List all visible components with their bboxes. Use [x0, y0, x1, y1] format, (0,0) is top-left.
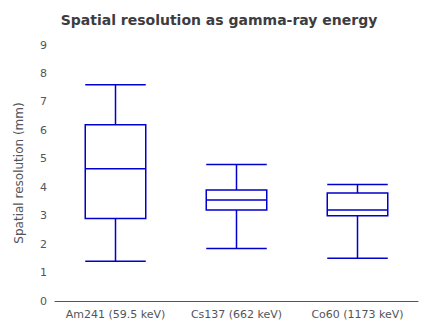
- svg-text:8: 8: [40, 67, 47, 80]
- svg-text:0: 0: [40, 295, 47, 308]
- svg-text:Spatial resolution as gamma-ra: Spatial resolution as gamma-ray energy: [61, 12, 378, 28]
- svg-text:Cs137 (662 keV): Cs137 (662 keV): [191, 308, 282, 321]
- svg-text:3: 3: [40, 209, 47, 222]
- svg-text:Spatial resolution (mm): Spatial resolution (mm): [12, 102, 26, 243]
- svg-text:6: 6: [40, 124, 47, 137]
- svg-text:2: 2: [40, 238, 47, 251]
- svg-text:Am241 (59.5 keV): Am241 (59.5 keV): [66, 308, 166, 321]
- svg-text:1: 1: [40, 266, 47, 279]
- svg-text:Co60 (1173 keV): Co60 (1173 keV): [311, 308, 403, 321]
- svg-text:4: 4: [40, 181, 47, 194]
- svg-text:9: 9: [40, 39, 47, 52]
- svg-text:7: 7: [40, 95, 47, 108]
- svg-text:5: 5: [40, 152, 47, 165]
